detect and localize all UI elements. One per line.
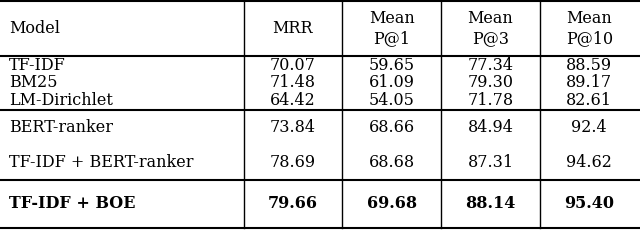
Text: 79.30: 79.30 — [467, 74, 513, 91]
Text: BERT-ranker: BERT-ranker — [9, 119, 113, 136]
Text: 64.42: 64.42 — [270, 92, 316, 109]
Text: TF-IDF: TF-IDF — [9, 57, 66, 74]
Text: 71.48: 71.48 — [270, 74, 316, 91]
Text: 59.65: 59.65 — [369, 57, 415, 74]
Text: 84.94: 84.94 — [467, 119, 513, 136]
Text: TF-IDF + BOE: TF-IDF + BOE — [9, 195, 136, 212]
Text: 68.68: 68.68 — [369, 154, 415, 171]
Text: 79.66: 79.66 — [268, 195, 318, 212]
Text: 70.07: 70.07 — [270, 57, 316, 74]
Text: 54.05: 54.05 — [369, 92, 415, 109]
Text: Mean
P@3: Mean P@3 — [468, 10, 513, 47]
Text: 73.84: 73.84 — [270, 119, 316, 136]
Text: LM-Dirichlet: LM-Dirichlet — [9, 92, 113, 109]
Text: TF-IDF + BERT-ranker: TF-IDF + BERT-ranker — [9, 154, 193, 171]
Text: 92.4: 92.4 — [572, 119, 607, 136]
Text: 95.40: 95.40 — [564, 195, 614, 212]
Text: 82.61: 82.61 — [566, 92, 612, 109]
Text: Model: Model — [9, 20, 60, 37]
Text: 88.59: 88.59 — [566, 57, 612, 74]
Text: 61.09: 61.09 — [369, 74, 415, 91]
Text: BM25: BM25 — [9, 74, 58, 91]
Text: MRR: MRR — [273, 20, 313, 37]
Text: 68.66: 68.66 — [369, 119, 415, 136]
Text: 71.78: 71.78 — [467, 92, 513, 109]
Text: 89.17: 89.17 — [566, 74, 612, 91]
Text: Mean
P@1: Mean P@1 — [369, 10, 415, 47]
Text: 94.62: 94.62 — [566, 154, 612, 171]
Text: 87.31: 87.31 — [467, 154, 513, 171]
Text: 78.69: 78.69 — [270, 154, 316, 171]
Text: 69.68: 69.68 — [367, 195, 417, 212]
Text: Mean
P@10: Mean P@10 — [566, 10, 612, 47]
Text: 77.34: 77.34 — [467, 57, 513, 74]
Text: 88.14: 88.14 — [465, 195, 516, 212]
